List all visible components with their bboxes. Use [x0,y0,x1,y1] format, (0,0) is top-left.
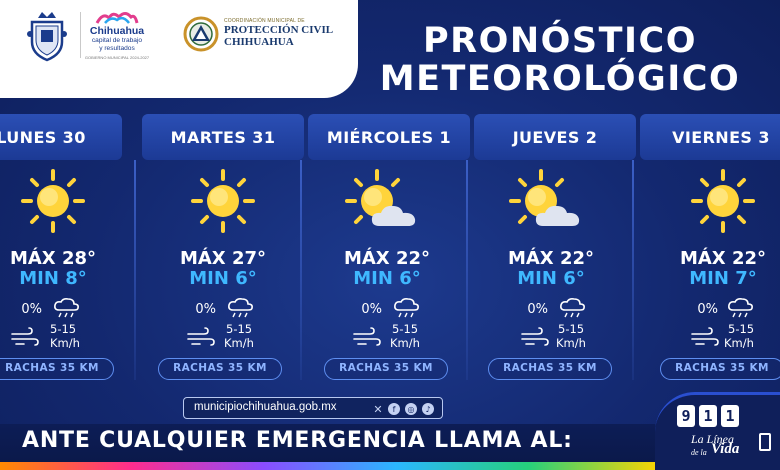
emergency-text: ANTE CUALQUIER EMERGENCIA LLAMA AL: [22,428,573,453]
wind-icon [691,327,719,346]
min-temp: MIN 8° [19,268,87,289]
page-title: PRONÓSTICO METEOROLÓGICO [350,22,770,98]
rain-cloud-icon [54,298,79,318]
rain-cloud-icon [394,298,419,318]
day-header-0: LUNES 30 [0,114,122,160]
wind-unit: Km/h [390,336,420,350]
phone-icon [759,433,771,451]
day-header-1: MARTES 31 [142,114,304,160]
tiktok-icon[interactable]: ♪ [422,403,434,415]
wind-range: 5-15 [558,322,585,336]
pc-name-1: PROTECCIÓN CIVIL [224,24,334,36]
emergency-911-badge[interactable]: 9 1 1 La Línea de la Vida [655,392,780,470]
gust-badge: RACHAS 35 KM [488,358,612,380]
x-icon[interactable]: ✕ [373,402,383,416]
wind-icon [187,327,215,346]
min-temp: MIN 6° [189,268,257,289]
wind-icon [353,327,381,346]
rain-cloud-icon [560,298,585,318]
title-line-2: METEOROLÓGICO [379,59,741,99]
linea-label: La Línea de la [691,433,734,459]
sun-icon [191,169,255,233]
partly-cloudy-icon [509,169,580,226]
day-header-2: MIÉRCOLES 1 [308,114,470,160]
day-header-3: JUEVES 2 [474,114,636,160]
day-card-3: MÁX 22° MIN 6° 0% 5-15 Km/h RACHAS 35 KM [476,160,626,390]
facebook-icon[interactable]: f [388,403,400,415]
pc-coordination: COORDINACIÓN MUNICIPAL DE [224,18,305,24]
chihuahua-coat-of-arms-icon [27,12,67,62]
pc-name-2: CHIHUAHUA [224,36,294,48]
gust-badge: RACHAS 35 KM [158,358,282,380]
wind-range: 5-15 [50,322,77,336]
min-temp: MIN 6° [353,268,421,289]
partly-cloudy-icon [345,169,416,226]
brand-footer: GOBIERNO MUNICIPAL 2024-2027 [84,55,150,60]
brand-mountains-icon [95,12,139,24]
day-card-4: MÁX 22° MIN 7° 0% 5-15 Km/h RACHAS 35 KM [648,160,780,390]
wind-range: 5-15 [392,322,419,336]
min-temp: MIN 6° [517,268,585,289]
column-divider [300,160,302,380]
min-temp: MIN 7° [689,268,757,289]
day-card-1: MÁX 27° MIN 6° 0% 5-15 Km/h RACHAS 35 KM [148,160,298,390]
website-pill[interactable]: municipiochihuahua.gob.mx ✕ f ◎ ♪ [183,397,443,419]
column-divider [632,160,634,380]
rain-probability: 0% [697,302,718,317]
brand-tagline-2: y resultados [99,45,135,52]
digit: 1 [699,405,717,427]
wind-icon [11,327,39,346]
gust-badge: RACHAS 35 KM [0,358,114,380]
wind-range: 5-15 [728,322,755,336]
day-card-2: MÁX 22° MIN 6° 0% 5-15 Km/h RACHAS 35 KM [312,160,462,390]
sun-icon [21,169,85,233]
day-header-4: VIERNES 3 [640,114,780,160]
linea-small: La Línea [691,432,735,446]
rain-cloud-icon [728,298,753,318]
wind-unit: Km/h [50,336,80,350]
linea-big: Vida [711,441,740,457]
logo-divider [80,12,81,58]
sun-icon [691,169,755,233]
brand-tagline-1: capital de trabajo [91,37,143,44]
digit: 1 [721,405,739,427]
digit: 9 [677,405,695,427]
gust-badge: RACHAS 35 KM [324,358,448,380]
wind-unit: Km/h [724,336,754,350]
rain-probability: 0% [21,302,42,317]
proteccion-civil-text: COORDINACIÓN MUNICIPAL DE PROTECCIÓN CIV… [224,18,333,48]
max-temp: MÁX 27° [179,248,267,269]
gust-badge: RACHAS 35 KM [660,358,780,380]
column-divider [134,160,136,380]
day-card-0: MÁX 28° MIN 8° 0% 5-15 Km/h RACHAS 35 KM [0,160,128,390]
wind-unit: Km/h [224,336,254,350]
max-temp: MÁX 22° [679,248,767,269]
website-url[interactable]: municipiochihuahua.gob.mx [194,401,337,413]
wind-unit: Km/h [556,336,586,350]
wind-range: 5-15 [226,322,253,336]
rainbow-stripe [0,462,660,470]
wind-icon [521,327,549,346]
logo-panel: Chihuahua capital de trabajo y resultado… [0,0,358,98]
day-header-strip: LUNES 30 MARTES 31 MIÉRCOLES 1 JUEVES 2 … [0,114,780,160]
rain-probability: 0% [361,302,382,317]
rain-probability: 0% [527,302,548,317]
brand-name: Chihuahua [89,25,145,37]
proteccion-civil-logo-icon [183,16,219,52]
rain-cloud-icon [228,298,253,318]
emergency-number: 9 1 1 [677,405,739,427]
max-temp: MÁX 22° [507,248,595,269]
linea-small-2: de la [691,448,707,457]
chihuahua-brand: Chihuahua capital de trabajo y resultado… [84,10,150,60]
max-temp: MÁX 22° [343,248,431,269]
instagram-icon[interactable]: ◎ [405,403,417,415]
max-temp: MÁX 28° [9,248,97,269]
column-divider [466,160,468,380]
title-line-1: PRONÓSTICO [423,21,697,61]
rain-probability: 0% [195,302,216,317]
